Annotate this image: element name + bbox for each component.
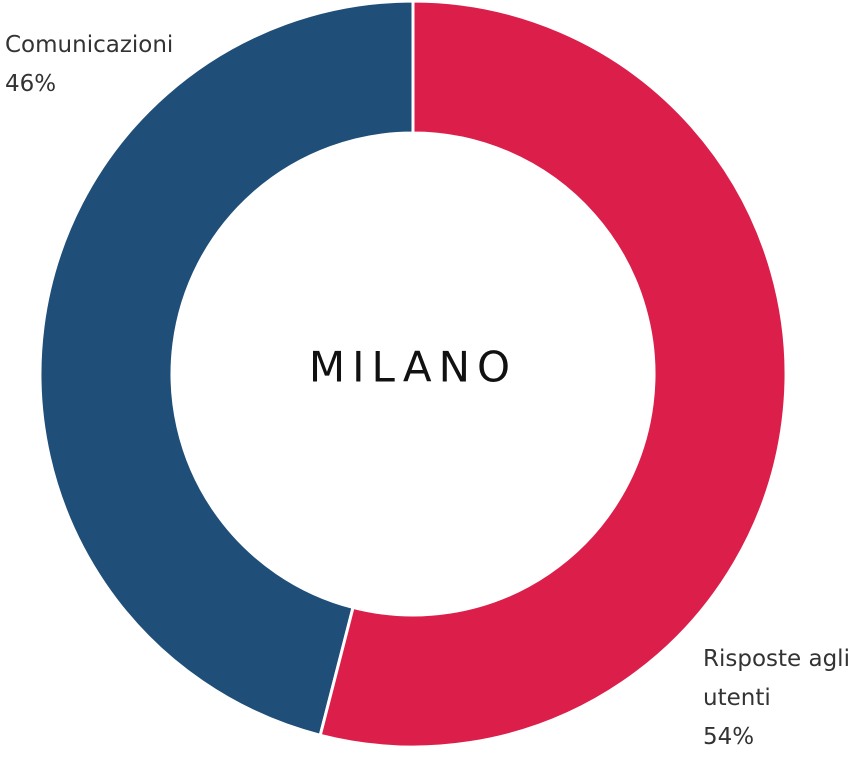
center-label: MILANO	[309, 343, 517, 392]
value-label: 54%	[703, 724, 755, 750]
value-label: 46%	[5, 71, 57, 97]
slice-label: Risposte agli utenti 54%	[703, 640, 860, 757]
slice-label: Comunicazioni 46%	[5, 26, 225, 104]
slice	[38, 0, 415, 738]
slice	[318, 0, 788, 749]
category-label: Risposte agli utenti	[703, 646, 850, 711]
category-label: Comunicazioni	[5, 32, 174, 58]
